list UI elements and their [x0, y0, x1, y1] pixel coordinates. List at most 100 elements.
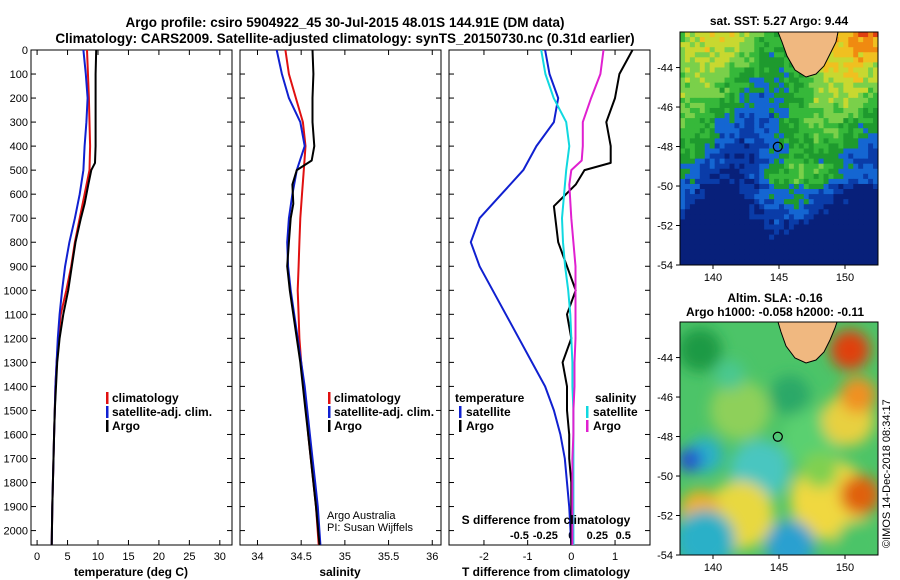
sst-pixel	[769, 97, 775, 104]
sst-pixel	[788, 234, 795, 241]
sst-pixel	[858, 37, 864, 43]
sst-pixel	[833, 82, 839, 89]
sst-pixel	[863, 204, 869, 210]
sst-pixel	[749, 249, 755, 256]
sst-pixel	[818, 244, 824, 251]
sst-pixel	[823, 107, 829, 114]
sst-pixel	[788, 148, 795, 154]
sst-pixel	[828, 183, 834, 190]
legend-label-satellite: satellite-adj. clim.	[112, 405, 212, 419]
sst-pixel	[734, 178, 740, 185]
sst-pixel	[744, 42, 750, 48]
sst-pixel	[868, 189, 874, 195]
sst-pixel	[863, 163, 869, 170]
sst-pixel	[818, 259, 824, 265]
sst-pixel	[793, 244, 800, 251]
sst-pixel	[818, 189, 824, 195]
sst-pixel	[803, 133, 810, 139]
sst-pixel	[838, 148, 844, 154]
sst-pixel	[873, 113, 878, 119]
sst-pixel	[769, 209, 775, 215]
sst-pixel	[788, 107, 795, 114]
sst-pixel	[754, 102, 760, 109]
sst-pixel	[759, 214, 765, 220]
sst-pixel	[689, 244, 696, 251]
sst-pixel	[680, 183, 686, 190]
sst-pixel	[833, 148, 839, 154]
depth-tick-label: 1500	[4, 405, 28, 417]
sst-pixel	[779, 42, 785, 48]
salinity-legend: climatology satellite-adj. clim. Argo	[328, 391, 434, 433]
sst-pixel	[744, 102, 750, 109]
sst-pixel	[724, 118, 730, 124]
sst-pixel	[774, 47, 780, 53]
sst-pixel	[729, 224, 735, 230]
sst-pixel	[788, 82, 795, 89]
sst-pixel	[714, 67, 720, 73]
sst-pixel	[843, 57, 849, 63]
sst-pixel	[808, 138, 815, 144]
sst-pixel	[823, 82, 829, 89]
sst-pixel	[769, 254, 775, 261]
sst-pixel	[868, 123, 874, 129]
sst-pixel	[868, 138, 874, 144]
sst-pixel	[818, 102, 824, 109]
sst-pixel	[769, 158, 775, 165]
sst-pixel	[699, 118, 706, 124]
sst-pixel	[818, 158, 824, 165]
sst-pixel	[689, 82, 696, 89]
sst-pixel	[813, 113, 819, 119]
sst-pixel	[764, 229, 770, 236]
sst-pixel	[783, 113, 790, 119]
sst-pixel	[714, 224, 720, 230]
sst-pixel	[808, 189, 815, 195]
sst-pixel	[754, 249, 760, 256]
sst-pixel	[779, 118, 785, 124]
sst-pixel	[838, 194, 844, 200]
sst-pixel	[764, 219, 770, 225]
sst-pixel	[694, 62, 701, 68]
sst-pixel	[774, 123, 780, 129]
sst-pixel	[764, 47, 770, 53]
sst-pixel	[724, 37, 730, 43]
sst-pixel	[709, 254, 716, 261]
sst-pixel	[714, 229, 720, 236]
sst-pixel	[798, 133, 805, 139]
sst-pixel	[704, 77, 711, 84]
sst-pixel	[779, 143, 785, 149]
sst-pixel	[843, 239, 849, 246]
sst-pixel	[749, 113, 755, 119]
sst-pixel	[838, 97, 844, 104]
sst-pixel	[704, 224, 711, 230]
sst-pixel	[699, 32, 706, 38]
legend-label-climatology: climatology	[112, 391, 179, 405]
sst-pixel	[754, 113, 760, 119]
sst-pixel	[684, 82, 691, 89]
sst-pixel	[843, 97, 849, 104]
sst-pixel	[788, 244, 795, 251]
sst-pixel	[868, 82, 874, 89]
sst-pixel	[704, 52, 711, 58]
sst-pixel	[848, 92, 854, 99]
sst-pixel	[833, 178, 839, 185]
sst-pixel	[858, 52, 864, 58]
sst-pixel	[818, 219, 824, 225]
sst-pixel	[694, 47, 701, 53]
sst-pixel	[848, 178, 854, 185]
sst-pixel	[828, 173, 834, 180]
sst-pixel	[788, 204, 795, 210]
sst-pixel	[858, 214, 864, 220]
sst-pixel	[714, 244, 720, 251]
sst-pixel	[848, 259, 854, 265]
sst-pixel	[873, 143, 878, 149]
sst-pixel	[729, 178, 735, 185]
sst-pixel	[684, 67, 691, 73]
sst-pixel	[719, 62, 725, 68]
sst-pixel	[868, 37, 874, 43]
sst-pixel	[788, 77, 795, 84]
sst-pixel	[699, 214, 706, 220]
sst-pixel	[764, 199, 770, 205]
sst-pixel	[818, 214, 824, 220]
sst-pixel	[798, 123, 805, 129]
sst-pixel	[833, 118, 839, 124]
